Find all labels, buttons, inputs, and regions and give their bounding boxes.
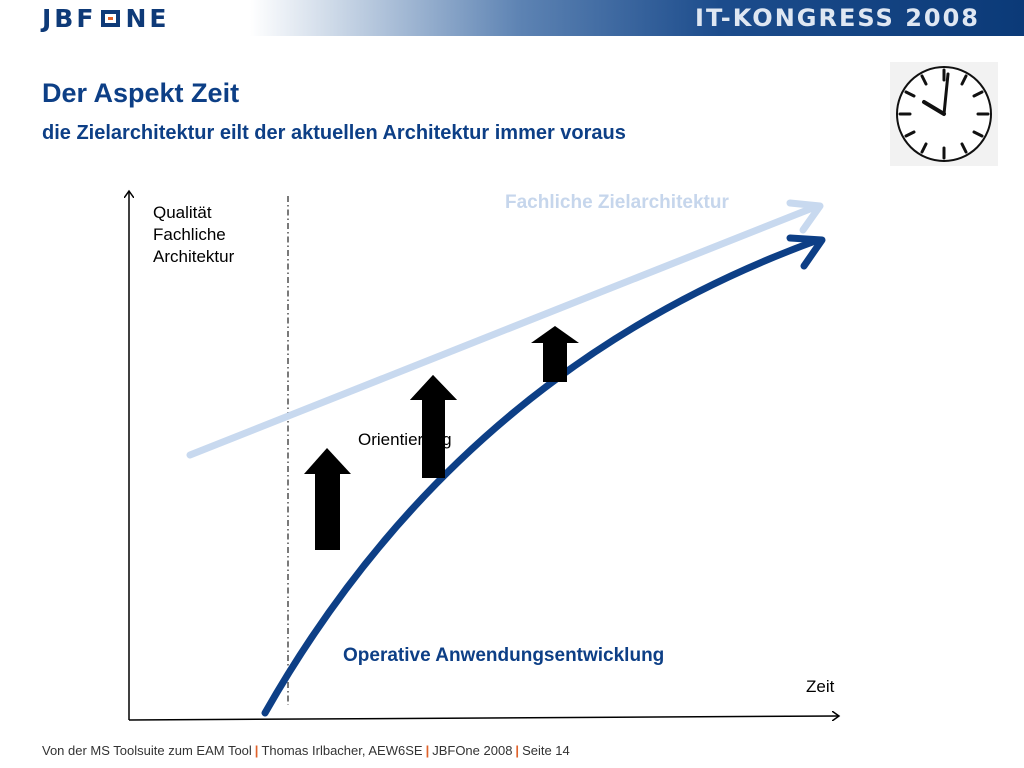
footer-part-4: Seite 14 [522,743,570,758]
footer-part-2: Thomas Irlbacher, AEW6SE [261,743,423,758]
up-arrow-2 [410,375,457,478]
target-line-label: Fachliche Zielarchitektur [505,192,729,213]
footer-part-1: Von der MS Toolsuite zum EAM Tool [42,743,252,758]
footer-separator: | [425,743,430,758]
logo-text: JBF [42,3,97,33]
header-bar [0,0,1024,36]
up-arrow-3 [531,326,579,382]
x-axis [128,716,838,720]
orientation-label: Orientierung [358,430,452,449]
target-line [186,199,824,459]
up-arrow-1 [304,448,351,550]
footer-part-3: JBFOne 2008 [432,743,513,758]
operative-line-label: Operative Anwendungsentwicklung [343,645,665,666]
slide-subtitle: die Zielarchitektur eilt der aktuellen A… [42,122,626,144]
footer-separator: | [515,743,520,758]
logo-o-icon [101,9,121,27]
jbfone-logo: JBF NE [42,3,170,33]
footer-separator: | [254,743,259,758]
y-axis-label: Qualität Fachliche Architektur [153,203,235,266]
x-axis-label: Zeit [806,677,835,696]
operative-curve [261,234,826,717]
event-title: IT-KONGRESS 2008 [695,4,980,32]
slide-title: Der Aspekt Zeit [42,78,240,108]
footer: Von der MS Toolsuite zum EAM Tool | Thomas… [42,743,570,758]
clock-icon [890,62,998,166]
logo-text-tail: NE [125,3,170,33]
